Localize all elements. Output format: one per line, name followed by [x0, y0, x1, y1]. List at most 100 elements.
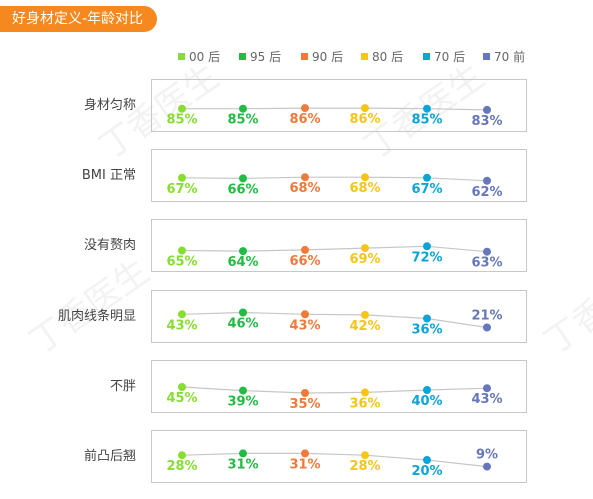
- legend-label-2: 90 后: [312, 50, 343, 64]
- data-point-0-1: [239, 104, 247, 113]
- data-label-4-4: 40%: [411, 394, 442, 409]
- data-label-1-3: 68%: [349, 181, 380, 196]
- data-label-2-1: 64%: [227, 255, 258, 270]
- legend-label-3: 80 后: [372, 50, 403, 64]
- data-point-5-5: [483, 462, 491, 471]
- data-label-1-4: 67%: [411, 182, 442, 197]
- row-panel-2: [151, 219, 527, 272]
- data-label-5-0: 28%: [166, 459, 197, 474]
- data-point-0-5: [483, 105, 491, 114]
- data-point-2-2: [301, 245, 309, 254]
- legend-marker-2: [301, 53, 308, 60]
- row-panel-1: [151, 149, 527, 202]
- data-label-3-5: 21%: [471, 309, 502, 324]
- legend-marker-1: [239, 53, 246, 60]
- row-panel-0: [151, 79, 527, 132]
- data-label-5-2: 31%: [289, 457, 320, 472]
- data-label-2-3: 69%: [349, 252, 380, 267]
- row-label-0: 身材匀称: [84, 97, 136, 113]
- data-point-1-0: [178, 173, 186, 182]
- data-point-3-0: [178, 310, 186, 319]
- data-point-0-0: [178, 104, 186, 113]
- data-label-4-0: 45%: [166, 391, 197, 406]
- data-label-3-2: 43%: [289, 318, 320, 333]
- data-point-3-1: [239, 308, 247, 317]
- data-label-0-1: 85%: [227, 113, 258, 128]
- connector-line-0: [182, 107, 488, 111]
- chart-title: 好身材定义-年龄对比: [0, 6, 158, 32]
- row-label-5: 前凸后翘: [84, 448, 136, 464]
- data-label-2-4: 72%: [411, 250, 442, 265]
- data-point-1-3: [361, 173, 369, 182]
- legend-label-0: 00 后: [189, 50, 220, 64]
- data-point-1-1: [239, 174, 247, 183]
- data-point-0-3: [361, 104, 369, 113]
- data-point-0-2: [301, 104, 309, 113]
- data-label-1-0: 67%: [166, 182, 197, 197]
- data-point-2-1: [239, 247, 247, 256]
- row-label-3: 肌肉线条明显: [58, 308, 136, 324]
- data-label-4-1: 39%: [227, 395, 258, 410]
- data-point-0-4: [423, 104, 431, 113]
- legend-marker-3: [361, 53, 368, 60]
- data-label-0-5: 83%: [471, 114, 502, 129]
- legend-label-5: 70 前: [494, 49, 525, 64]
- data-point-1-5: [483, 176, 491, 185]
- data-label-0-3: 86%: [349, 112, 380, 127]
- data-label-0-0: 85%: [166, 113, 197, 128]
- legend-marker-0: [178, 53, 185, 60]
- data-point-4-2: [301, 389, 309, 397]
- data-label-1-1: 66%: [227, 182, 258, 197]
- row-label-1: BMI 正常: [82, 168, 136, 183]
- data-point-4-5: [483, 384, 491, 393]
- data-point-5-0: [178, 451, 186, 460]
- data-label-0-4: 85%: [411, 113, 442, 128]
- data-point-4-4: [423, 386, 431, 394]
- data-label-3-1: 46%: [227, 317, 258, 332]
- data-point-2-5: [483, 247, 491, 256]
- data-label-3-4: 36%: [411, 323, 442, 338]
- data-point-2-0: [178, 246, 186, 255]
- row-panel-4: [151, 360, 527, 413]
- svg-text:丁香医生: 丁香医生: [537, 252, 593, 363]
- data-label-2-2: 66%: [289, 254, 320, 269]
- data-label-1-2: 68%: [289, 181, 320, 196]
- data-point-3-2: [301, 310, 309, 319]
- svg-text:丁香医生: 丁香医生: [22, 252, 156, 363]
- legend-marker-4: [423, 53, 430, 60]
- data-label-4-2: 35%: [289, 397, 320, 412]
- data-point-1-2: [301, 173, 309, 182]
- legend-label-1: 95 后: [250, 50, 281, 64]
- data-label-2-0: 65%: [166, 255, 197, 270]
- data-point-4-0: [178, 383, 186, 391]
- data-point-4-3: [361, 388, 369, 397]
- watermark: 丁香医生: [22, 252, 156, 363]
- data-point-1-4: [423, 173, 431, 182]
- data-point-3-4: [423, 314, 431, 323]
- data-point-3-5: [483, 323, 491, 332]
- row-label-2: 没有赘肉: [84, 237, 136, 253]
- data-label-5-4: 20%: [411, 464, 442, 479]
- data-point-5-1: [239, 449, 247, 458]
- connector-line-5: [181, 452, 488, 468]
- data-label-4-5: 43%: [471, 392, 502, 407]
- legend-marker-5: [483, 53, 490, 60]
- data-label-5-5: 9%: [476, 448, 498, 463]
- connector-line-1: [181, 176, 488, 182]
- data-label-5-3: 28%: [349, 459, 380, 474]
- data-label-3-0: 43%: [166, 318, 197, 333]
- data-point-5-3: [361, 451, 369, 460]
- data-point-2-3: [361, 244, 369, 253]
- row-panel-3: [151, 290, 527, 343]
- data-label-0-2: 86%: [289, 112, 320, 127]
- connector-line-3: [181, 311, 488, 329]
- connector-line-2: [181, 245, 488, 253]
- data-label-4-3: 36%: [349, 396, 380, 411]
- data-point-5-4: [423, 456, 431, 464]
- data-label-5-1: 31%: [227, 457, 258, 472]
- data-label-1-5: 62%: [471, 185, 502, 200]
- row-label-4: 不胖: [110, 379, 136, 394]
- data-point-5-2: [301, 449, 309, 458]
- connector-line-4: [181, 386, 488, 394]
